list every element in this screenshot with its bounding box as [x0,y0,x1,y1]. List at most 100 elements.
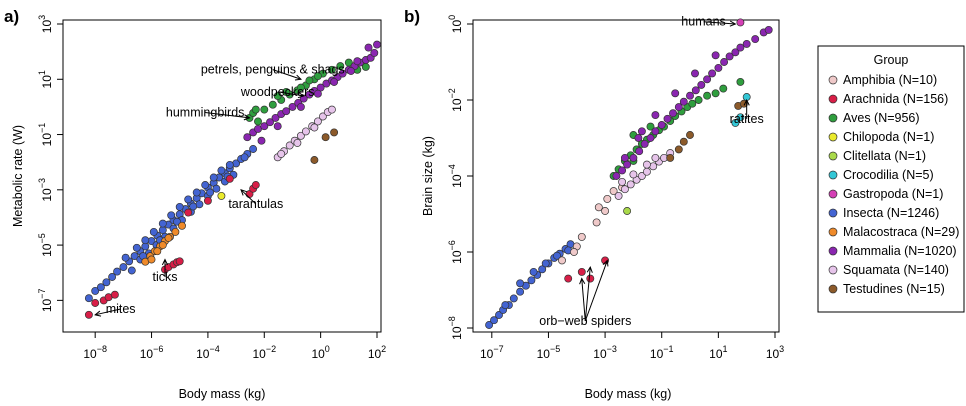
data-point-aves [260,105,269,114]
data-point-testudines [321,133,330,142]
data-point-testudines [666,153,675,162]
data-point-mammalia [720,58,729,66]
legend-box [817,45,965,313]
x-tick-label: 10−2 [252,344,276,361]
data-point-mammalia [731,48,740,57]
annotation-arrow [703,21,736,25]
data-point-insecta [516,279,525,288]
data-point-insecta [225,160,234,169]
data-point-squamata [629,170,638,179]
data-point-chilopoda [217,191,226,200]
data-point-insecta [108,273,117,281]
data-point-mammalia [364,43,373,52]
data-point-malacostraca [147,255,156,264]
data-point-insecta [113,267,122,276]
data-point-clitellata [623,207,632,215]
data-point-squamata [618,177,627,186]
panel-b-points [485,18,773,329]
data-point-aves [703,91,712,100]
x-tick-label: 100 [311,344,329,361]
data-point-testudines [674,145,683,154]
data-point-mammalia [691,69,699,78]
data-point-aves [268,100,277,109]
data-point-insecta [240,153,249,162]
panel-b: b) Body mass (kg) Brain size (kg) 10−7 10… [404,7,784,401]
data-point-mammalia [674,103,683,112]
data-point-malacostraca [178,221,186,230]
data-point-insecta [509,294,518,303]
data-point-aves [305,76,314,85]
data-point-squamata [277,149,286,158]
annotation-arrow [240,189,257,205]
data-point-insecta [541,259,550,268]
data-point-aves [327,65,336,74]
data-point-mammalia [640,139,649,148]
y-tick-label: 101 [37,70,54,88]
data-point-mammalia [296,102,305,111]
data-point-insecta [158,219,167,228]
data-point-mammalia [736,43,745,52]
data-point-amphibia [592,218,601,227]
panel-a-label: a) [4,7,19,26]
annotation-arrowhead [243,114,251,121]
data-point-arachnida [586,274,595,283]
data-point-arachnida [110,290,119,299]
legend-label: Crocodilia (N=5) [843,168,934,182]
data-point-amphibia [570,248,578,256]
data-point-insecta [495,311,503,319]
y-tick-label: 100 [447,15,464,33]
data-point-squamata [310,123,319,132]
annotation-arrow [205,111,250,119]
legend-label: Chilopoda (N=1) [843,130,934,144]
legend-swatch-amphibia [828,75,838,85]
annotation-arrowhead [729,20,737,27]
data-point-mammalia [742,39,751,48]
data-point-aves [694,96,703,104]
data-point-insecta [485,321,494,329]
data-point-arachnida [175,257,184,266]
data-point-squamata [642,160,651,169]
data-point-insecta [121,253,130,262]
data-point-insecta [212,184,221,193]
annotation-arrowhead [579,277,586,285]
data-point-aves [711,89,720,98]
y-tick-label: 10−6 [447,240,464,264]
data-point-insecta [538,265,547,274]
panel-b-ylabel: Brain size (kg) [421,136,435,216]
x-tick-label: 101 [709,344,727,361]
data-point-insecta [192,188,201,197]
legend-swatch-clitellata [828,151,838,161]
data-point-mammalia [620,153,629,162]
data-point-squamata [614,191,623,200]
data-point-insecta [184,195,193,204]
data-point-mammalia [266,118,274,127]
data-point-aves [736,77,745,86]
panel-a-ylabel: Metabolic rate (W) [11,125,25,227]
panel-a-xlabel: Body mass (kg) [179,387,266,401]
data-point-mammalia [282,107,291,116]
legend-swatch-crocodilia [828,170,838,180]
data-point-aves [313,72,322,81]
x-tick-label: 10−7 [480,344,504,361]
data-point-malacostraca [153,247,162,256]
data-point-crocodilia [736,113,745,122]
legend: Group Amphibia (N=10) Arachnida (N=156) Av… [817,45,965,313]
y-tick-label: 10−5 [37,233,54,257]
annotation-arrowhead [743,98,750,106]
annotation-arrowhead [240,189,247,196]
annotation-arrowhead [94,310,102,317]
data-point-aves [688,99,697,108]
data-point-malacostraca [171,227,180,236]
data-point-aves [251,105,260,114]
data-point-squamata [637,172,646,180]
data-point-mammalia [635,147,644,156]
annotation-arrowhead [294,74,303,81]
data-point-insecta [167,211,176,220]
data-point-insecta [127,266,136,275]
data-point-arachnida [564,274,573,283]
data-point-mammalia [711,51,720,60]
y-tick-label: 10−8 [447,316,464,340]
legend-label: Mammalia (N=1020) [843,244,957,258]
legend-label: Squamata (N=140) [843,263,949,277]
y-tick-label: 10−7 [37,289,54,313]
